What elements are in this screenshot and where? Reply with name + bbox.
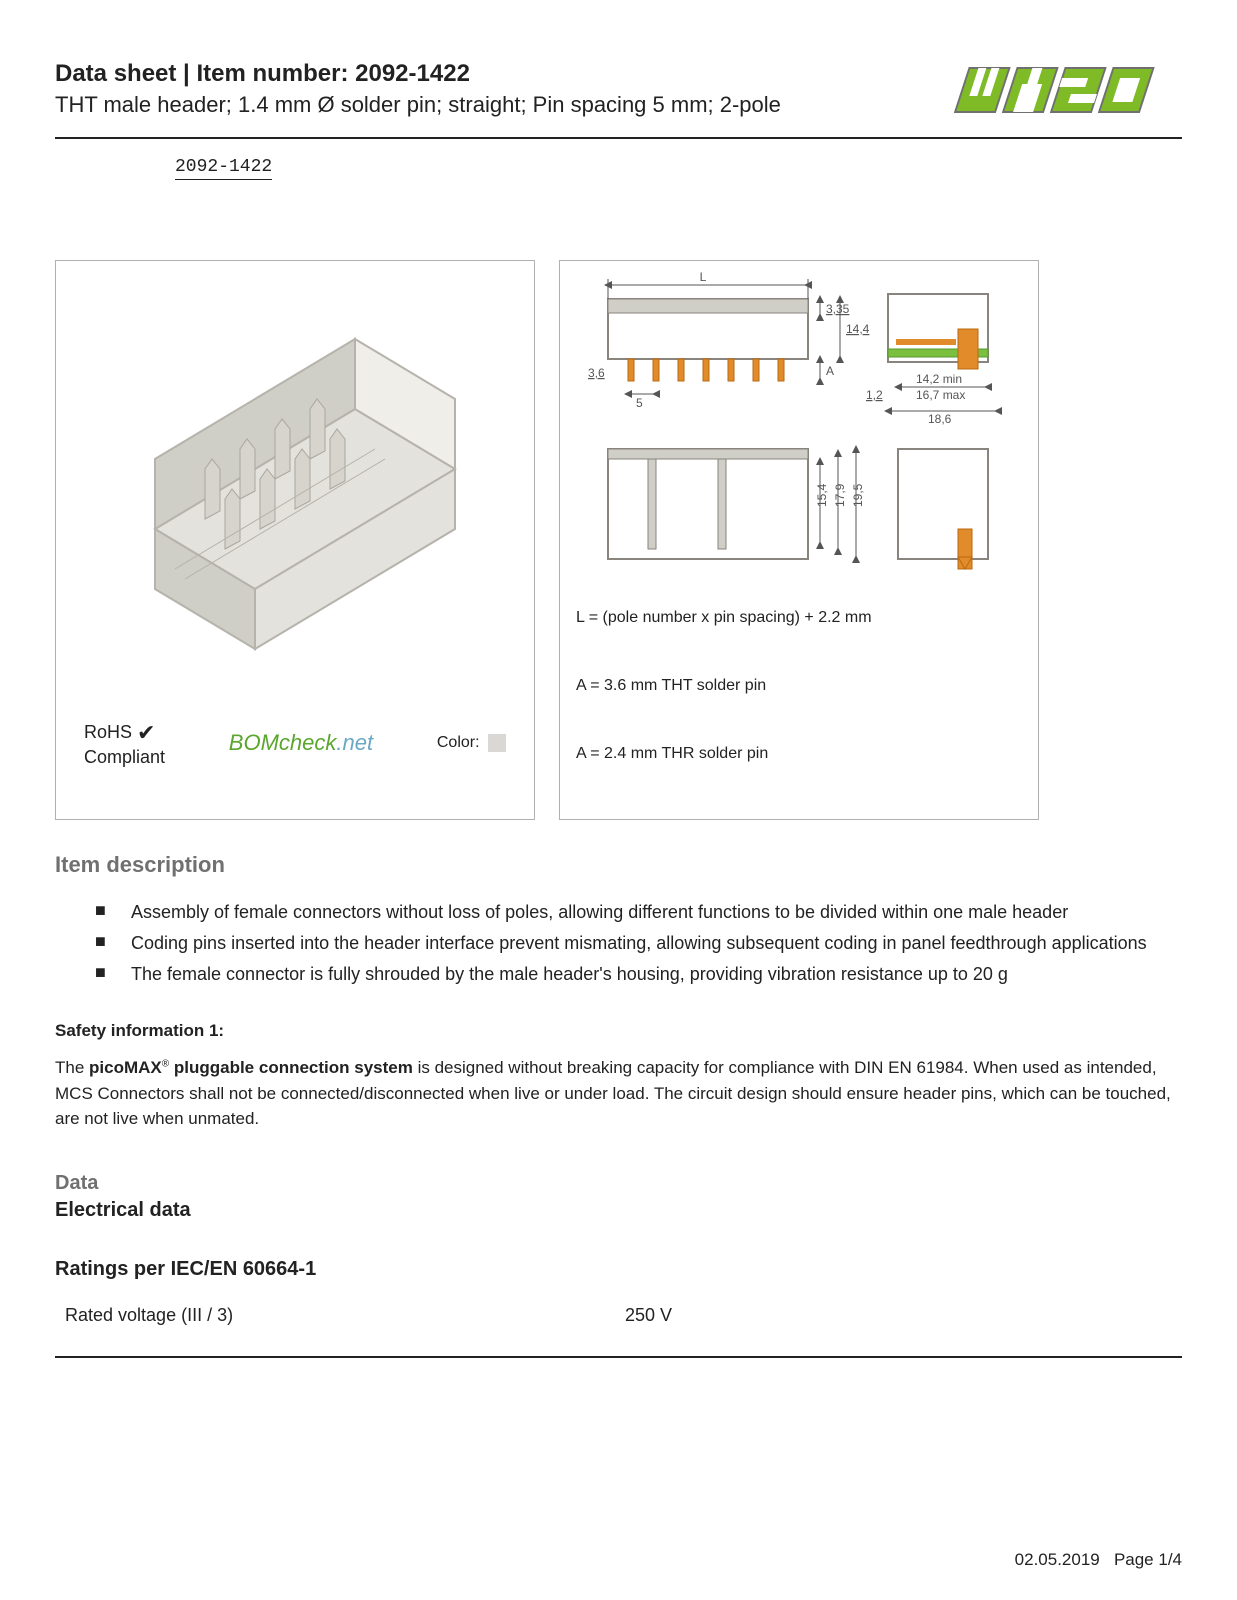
footer-date: 02.05.2019 xyxy=(1015,1550,1100,1569)
color-block: Color: xyxy=(437,734,506,752)
item-description-list: Assembly of female connectors without lo… xyxy=(95,902,1182,985)
footer: 02.05.2019 Page 1/4 xyxy=(1015,1550,1182,1570)
rating-name: Rated voltage (III / 3) xyxy=(65,1305,625,1326)
svg-text:A: A xyxy=(826,364,834,378)
svg-text:3,6: 3,6 xyxy=(588,366,605,380)
header: Data sheet | Item number: 2092-1422 THT … xyxy=(55,60,1182,139)
spec-a1: A = 3.6 mm THT solder pin xyxy=(576,677,1030,695)
part-number-link[interactable]: 2092-1422 xyxy=(175,157,272,180)
color-label: Color: xyxy=(437,734,480,751)
svg-text:14,4: 14,4 xyxy=(846,322,870,336)
title-sep: | xyxy=(176,60,196,87)
list-item: The female connector is fully shrouded b… xyxy=(95,964,1182,985)
title-label: Item number: xyxy=(196,60,355,87)
table-row: Rated voltage (III / 3) 250 V xyxy=(55,1299,1182,1332)
data-subheading: Electrical data xyxy=(55,1199,1182,1222)
svg-text:1,2: 1,2 xyxy=(866,388,883,402)
safety-heading: Safety information 1: xyxy=(55,1021,1182,1041)
color-swatch xyxy=(488,734,506,752)
safety-prefix: The xyxy=(55,1058,89,1077)
bomcheck-logo: BOMcheck.net xyxy=(229,730,373,756)
tech-drawing: L 3,6 5 3,35 14,4 A xyxy=(568,269,1030,589)
spec-a2: A = 2.4 mm THR solder pin xyxy=(576,745,1030,763)
svg-text:5: 5 xyxy=(636,396,643,410)
safety-text: The picoMAX® pluggable connection system… xyxy=(55,1055,1182,1132)
bomcheck-1: BOM xyxy=(229,730,279,755)
bomcheck-2: check xyxy=(279,730,336,755)
rohs-label: RoHS ✔ Compliant xyxy=(84,717,165,769)
product-info-strip: RoHS ✔ Compliant BOMcheck.net Color: xyxy=(64,709,526,777)
data-heading: Data xyxy=(55,1172,1182,1195)
svg-text:18,6: 18,6 xyxy=(928,412,952,426)
svg-text:15,4: 15,4 xyxy=(815,483,829,507)
rohs-text: RoHS xyxy=(84,722,132,742)
item-description-heading: Item description xyxy=(55,852,1182,878)
header-text-block: Data sheet | Item number: 2092-1422 THT … xyxy=(55,60,942,118)
images-row: RoHS ✔ Compliant BOMcheck.net Color: xyxy=(55,260,1182,820)
product-image-box: RoHS ✔ Compliant BOMcheck.net Color: xyxy=(55,260,535,820)
title-prefix: Data sheet xyxy=(55,60,176,87)
svg-text:19,5: 19,5 xyxy=(851,483,865,507)
svg-text:L: L xyxy=(700,270,707,284)
header-subtitle: THT male header; 1.4 mm Ø solder pin; st… xyxy=(55,92,942,118)
svg-text:14,2 min: 14,2 min xyxy=(916,372,962,386)
svg-text:16,7 max: 16,7 max xyxy=(916,388,965,402)
rating-value: 250 V xyxy=(625,1305,672,1326)
rohs-compliant: Compliant xyxy=(84,747,165,767)
svg-text:3,35: 3,35 xyxy=(826,302,850,316)
list-item: Coding pins inserted into the header int… xyxy=(95,933,1182,954)
ratings-title: Ratings per IEC/EN 60664-1 xyxy=(55,1258,1182,1281)
wago-logo xyxy=(942,60,1182,125)
header-title: Data sheet | Item number: 2092-1422 xyxy=(55,60,942,88)
list-item: Assembly of female connectors without lo… xyxy=(95,902,1182,923)
divider xyxy=(55,1356,1182,1358)
safety-bold: picoMAX xyxy=(89,1058,162,1077)
safety-bold2: pluggable connection system xyxy=(169,1058,413,1077)
tech-drawing-box: L 3,6 5 3,35 14,4 A xyxy=(559,260,1039,820)
item-number: 2092-1422 xyxy=(355,60,470,87)
footer-page: Page 1/4 xyxy=(1114,1550,1182,1569)
svg-text:17,9: 17,9 xyxy=(833,483,847,507)
spec-l: L = (pole number x pin spacing) + 2.2 mm xyxy=(576,609,1030,627)
bomcheck-3: .net xyxy=(336,730,373,755)
check-icon: ✔ xyxy=(137,719,155,748)
product-render xyxy=(64,269,526,709)
